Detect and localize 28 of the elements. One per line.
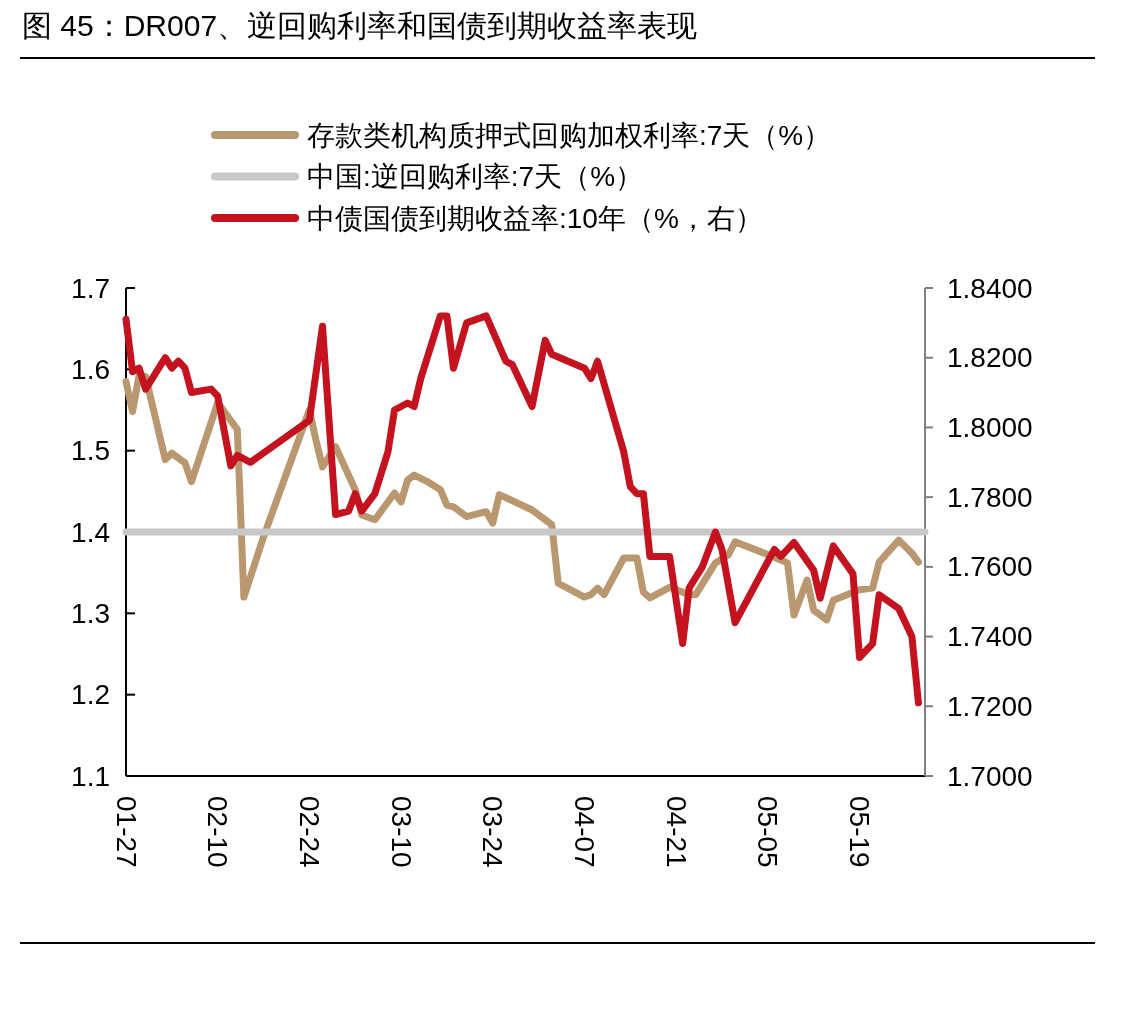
x-tick-label: 01-27 (110, 796, 142, 868)
x-tick-label: 04-21 (660, 796, 692, 868)
y-tick-label: 1.3 (71, 597, 110, 629)
y2-tick-label: 1.8200 (947, 342, 1033, 374)
y2-tick-label: 1.8400 (947, 272, 1033, 304)
x-tick-label: 03-10 (385, 796, 417, 868)
y-tick-label: 1.7 (71, 272, 110, 304)
x-tick-label: 04-07 (568, 796, 600, 868)
y-tick-label: 1.2 (71, 679, 110, 711)
chart-title: 图 45：DR007、逆回购利率和国债到期收益率表现 (22, 9, 698, 42)
y-tick-label: 1.5 (71, 435, 110, 467)
y2-tick-label: 1.7800 (947, 481, 1033, 513)
x-tick-label: 05-05 (752, 796, 784, 868)
y2-tick-label: 1.7200 (947, 690, 1033, 722)
y-tick-label: 1.4 (71, 516, 110, 548)
x-tick-label: 03-24 (477, 796, 509, 868)
legend-label: 中国:逆回购利率:7天（%） (307, 161, 644, 192)
y2-tick-label: 1.8000 (947, 411, 1033, 443)
x-tick-label: 05-19 (844, 796, 876, 868)
x-tick-label: 02-10 (202, 796, 234, 868)
y-tick-label: 1.1 (71, 760, 110, 792)
y-tick-label: 1.6 (71, 353, 110, 385)
y2-tick-label: 1.7600 (947, 551, 1033, 583)
legend-label: 中债国债到期收益率:10年（%，右） (307, 202, 763, 234)
x-tick-label: 02-24 (293, 796, 325, 868)
y2-tick-label: 1.7000 (947, 760, 1033, 792)
y2-tick-label: 1.7400 (947, 621, 1033, 653)
legend-label: 存款类机构质押式回购加权利率:7天（%） (307, 119, 832, 151)
